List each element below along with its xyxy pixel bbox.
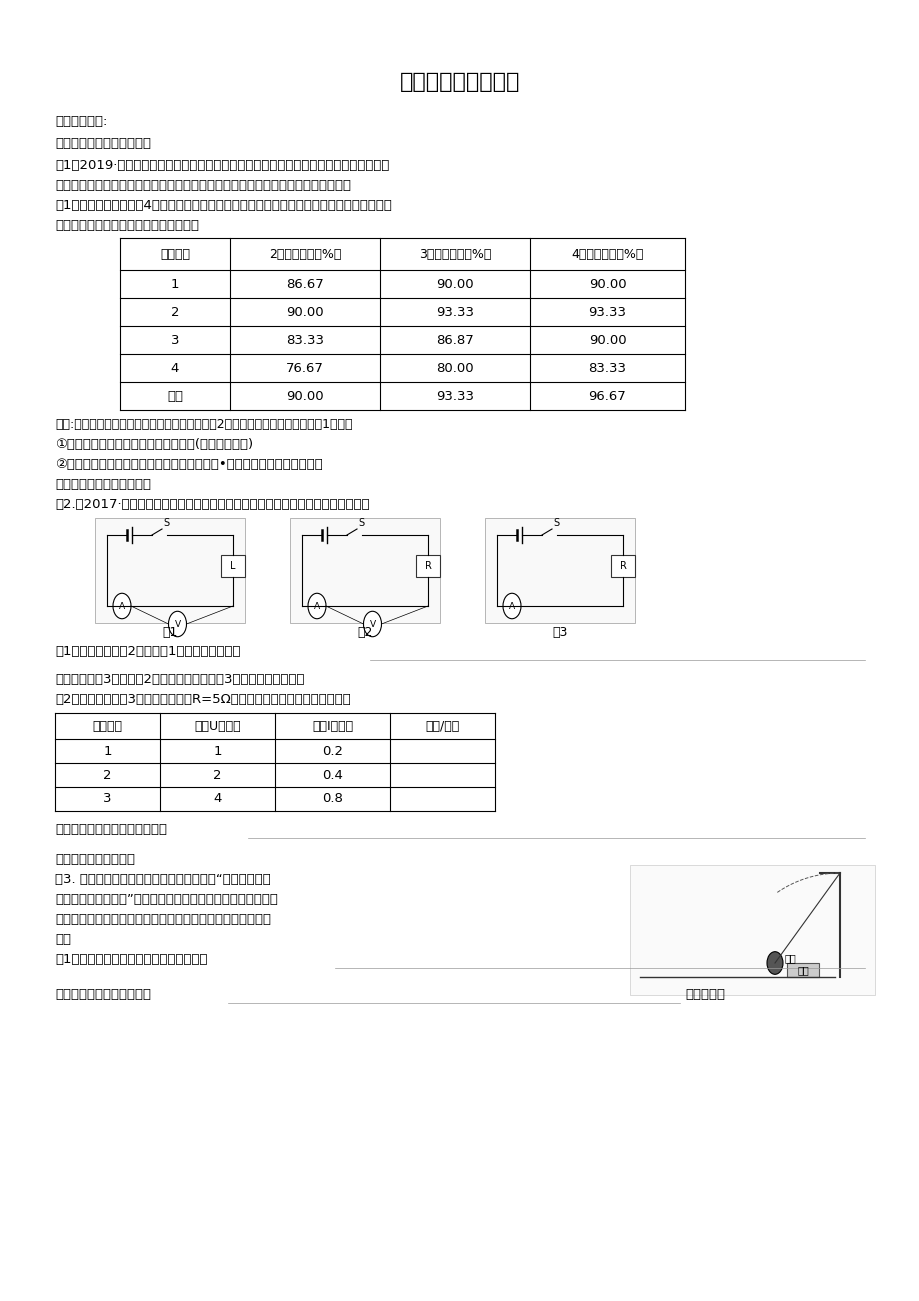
Text: 2: 2 bbox=[171, 306, 179, 319]
Bar bbox=[289, 518, 439, 623]
Circle shape bbox=[363, 611, 381, 636]
Text: 例3. 实验小组的同学用如图所示的装置探究“物体动能大小: 例3. 实验小组的同学用如图所示的装置探究“物体动能大小 bbox=[55, 873, 270, 886]
Bar bbox=[95, 518, 244, 623]
Text: 3: 3 bbox=[103, 792, 111, 805]
Text: 4: 4 bbox=[213, 792, 221, 805]
Text: 离。: 离。 bbox=[55, 933, 71, 946]
Text: 0.4: 0.4 bbox=[322, 769, 343, 782]
Text: S: S bbox=[163, 518, 169, 528]
Bar bbox=[415, 556, 439, 578]
Text: 86.67: 86.67 bbox=[286, 277, 323, 290]
Text: 禁止使用蚊香类产品的习惯。如何使家蚕饱养人员避免蚊子叮咋成了小金研究的课题: 禁止使用蚊香类产品的习惯。如何使家蚕饱养人员避免蚊子叮咋成了小金研究的课题 bbox=[55, 180, 351, 193]
Text: A: A bbox=[119, 601, 125, 610]
Text: R: R bbox=[618, 561, 626, 571]
Text: R: R bbox=[424, 561, 431, 571]
Text: 钓球动能的大小是通过观察: 钓球动能的大小是通过观察 bbox=[55, 987, 151, 1000]
Text: 96.67: 96.67 bbox=[588, 389, 626, 402]
Text: S: S bbox=[357, 518, 364, 528]
Circle shape bbox=[766, 952, 782, 974]
Text: 3: 3 bbox=[171, 333, 179, 346]
Text: 例2.（2017·嘉兴）在探究电流与电压关系的实验中，同学们设计了如下三种电路：: 例2.（2017·嘉兴）在探究电流与电压关系的实验中，同学们设计了如下三种电路： bbox=[55, 498, 369, 511]
Circle shape bbox=[113, 593, 130, 619]
Text: 93.33: 93.33 bbox=[436, 389, 473, 402]
Bar bbox=[630, 865, 874, 995]
Text: 木块: 木块 bbox=[796, 965, 808, 974]
Text: V: V bbox=[175, 619, 180, 628]
Text: 2: 2 bbox=[103, 769, 111, 782]
Bar bbox=[610, 556, 634, 578]
Text: L: L bbox=[230, 561, 235, 571]
Text: 76.67: 76.67 bbox=[286, 362, 323, 375]
Text: （注:蚕卫刚孵化出来称为蚁蚕。蚁蚕蛆皮后称为2龄蚕，以后每蛆皮一次就增加1龄，）: （注:蚕卫刚孵化出来称为蚁蚕。蚁蚕蛆皮后称为2龄蚕，以后每蛆皮一次就增加1龄，） bbox=[55, 418, 352, 431]
Text: ②根据实验结果，你建议饲养人员最好使用哪•编号的驱蚊液，并阀述理由: ②根据实验结果，你建议饲养人员最好使用哪•编号的驱蚊液，并阀述理由 bbox=[55, 458, 323, 471]
Text: 分析表格数据，可得出的结论是: 分析表格数据，可得出的结论是 bbox=[55, 824, 167, 837]
Text: （二）、结论与目的要对应: （二）、结论与目的要对应 bbox=[55, 477, 151, 490]
Text: 4: 4 bbox=[171, 362, 179, 375]
Text: 2龄蚕成活率（%）: 2龄蚕成活率（%） bbox=[268, 247, 341, 260]
Text: 90.00: 90.00 bbox=[436, 277, 473, 290]
Text: 83.33: 83.33 bbox=[588, 362, 626, 375]
Text: （1）甲同学认为图2电路比图1电路好，理由是：: （1）甲同学认为图2电路比图1电路好，理由是： bbox=[55, 645, 240, 658]
Text: 83.33: 83.33 bbox=[286, 333, 323, 346]
Text: 4龄蚕成活率（%）: 4龄蚕成活率（%） bbox=[571, 247, 643, 260]
Circle shape bbox=[308, 593, 325, 619]
Text: 1: 1 bbox=[103, 744, 111, 757]
Text: A: A bbox=[508, 601, 515, 610]
Text: 93.33: 93.33 bbox=[588, 306, 626, 319]
Text: 电压U（伏）: 电压U（伏） bbox=[194, 719, 241, 732]
Text: 电压/电流: 电压/电流 bbox=[425, 719, 460, 732]
Text: 图3: 图3 bbox=[551, 626, 567, 639]
Text: 90.00: 90.00 bbox=[286, 306, 323, 319]
Circle shape bbox=[503, 593, 520, 619]
Text: 一、典型例题:: 一、典型例题: bbox=[55, 114, 108, 127]
Bar bbox=[786, 963, 818, 977]
Text: （2）乙同学利用图3电路（其中电阾R=5Ω）完成了本实验，测得数据如下：: （2）乙同学利用图3电路（其中电阾R=5Ω）完成了本实验，测得数据如下： bbox=[55, 693, 350, 706]
Text: 清水: 清水 bbox=[167, 389, 183, 402]
Text: 0.2: 0.2 bbox=[322, 744, 343, 757]
Text: 钓球: 钓球 bbox=[784, 954, 796, 963]
Bar bbox=[484, 518, 634, 623]
Text: （1）本实验使钓球获得动能的操作方法是: （1）本实验使钓球获得动能的操作方法是 bbox=[55, 954, 208, 967]
Circle shape bbox=[168, 611, 187, 636]
Text: A: A bbox=[313, 601, 320, 610]
Bar bbox=[221, 556, 244, 578]
Text: 86.87: 86.87 bbox=[436, 333, 473, 346]
Text: 乙同学认为图3电路比图2电路更好，理由是图3电路便于多次实验。: 乙同学认为图3电路比图2电路更好，理由是图3电路便于多次实验。 bbox=[55, 673, 304, 686]
Text: S: S bbox=[552, 518, 559, 528]
Text: 白对照测定其对家蚕的毒性。数据如下：: 白对照测定其对家蚕的毒性。数据如下： bbox=[55, 219, 199, 232]
Text: 80.00: 80.00 bbox=[436, 362, 473, 375]
Text: 90.00: 90.00 bbox=[588, 333, 626, 346]
Text: 90.00: 90.00 bbox=[286, 389, 323, 402]
Text: 三、目的与变量要关联: 三、目的与变量要关联 bbox=[55, 853, 135, 866]
Text: V: V bbox=[369, 619, 375, 628]
Text: 90.00: 90.00 bbox=[588, 277, 626, 290]
Text: 图2: 图2 bbox=[357, 626, 372, 639]
Text: 实验次数: 实验次数 bbox=[93, 719, 122, 732]
Text: 与质量和速度的关系”。将钓球从某一高度由静止释放，钓球摆: 与质量和速度的关系”。将钓球从某一高度由静止释放，钓球摆 bbox=[55, 892, 278, 905]
Text: 电流I（安）: 电流I（安） bbox=[312, 719, 353, 732]
Text: 2: 2 bbox=[213, 769, 221, 782]
Text: 3龄蚕成活率（%）: 3龄蚕成活率（%） bbox=[418, 247, 491, 260]
Text: 图1: 图1 bbox=[162, 626, 177, 639]
Text: 1: 1 bbox=[213, 744, 221, 757]
Text: ①根据上述实验，你会得出什么结论？(写出一条即可): ①根据上述实验，你会得出什么结论？(写出一条即可) bbox=[55, 438, 253, 451]
Text: 来判断的。: 来判断的。 bbox=[685, 987, 724, 1000]
Text: 例1（2019·杭州）由于家蚕对许多有毒有害气体非常敏感，兿蚕业长期以来形成了蚕室内: 例1（2019·杭州）由于家蚕对许多有毒有害气体非常敏感，兿蚕业长期以来形成了蚕… bbox=[55, 159, 389, 172]
Text: 0.8: 0.8 bbox=[322, 792, 343, 805]
Text: 到竖直位置时，撞击水平木板上的木块，将木块推了出一段距: 到竖直位置时，撞击水平木板上的木块，将木块推了出一段距 bbox=[55, 913, 271, 926]
Text: （一）、现象与结论有区别: （一）、现象与结论有区别 bbox=[55, 137, 151, 150]
Text: （1）驱蚊液小金选取了4种不同成分的驱蚊液，根据其使用方法和药效作用方式，以清水为空: （1）驱蚊液小金选取了4种不同成分的驱蚊液，根据其使用方法和药效作用方式，以清水… bbox=[55, 199, 391, 212]
Text: 样品编号: 样品编号 bbox=[160, 247, 190, 260]
Text: 科学探究题解题技巧: 科学探究题解题技巧 bbox=[400, 72, 519, 92]
Text: 1: 1 bbox=[171, 277, 179, 290]
Text: 93.33: 93.33 bbox=[436, 306, 473, 319]
